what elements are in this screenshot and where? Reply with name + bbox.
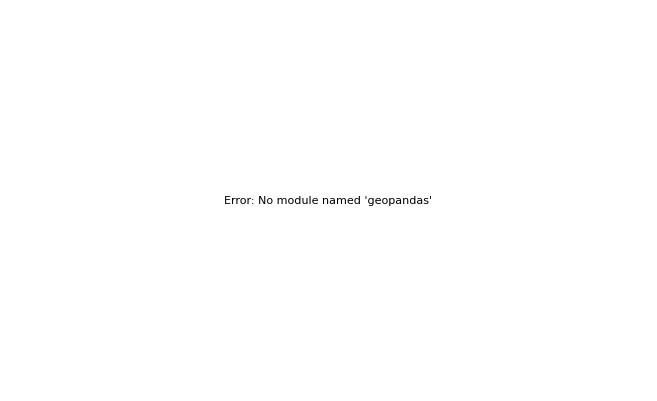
Text: Error: No module named 'geopandas': Error: No module named 'geopandas'	[225, 196, 432, 205]
